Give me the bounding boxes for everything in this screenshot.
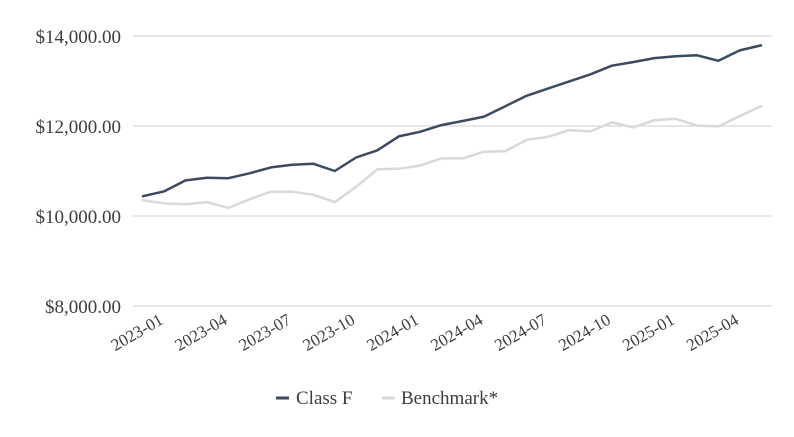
- series-lines: [141, 44, 763, 210]
- x-tick-label: 2024-01: [363, 310, 422, 355]
- y-tick-label: $10,000.00: [36, 207, 122, 228]
- legend-label-class-f: Class F: [296, 388, 353, 409]
- legend-label-benchmark: Benchmark*: [401, 388, 498, 409]
- x-axis-ticks: 2023-01 2023-04 2023-07 2023-10 2024-01 2024-…: [108, 310, 742, 355]
- y-tick-label: $8,000.00: [45, 297, 121, 318]
- x-tick-label: 2023-07: [236, 310, 295, 355]
- x-tick-label: 2025-01: [619, 310, 678, 355]
- x-tick-label: 2023-04: [172, 310, 231, 355]
- y-axis-ticks: $8,000.00 $10,000.00 $12,000.00 $14,000.00: [36, 27, 122, 318]
- gridlines: [133, 35, 772, 307]
- x-tick-label: 2024-07: [491, 310, 550, 355]
- series-line-benchmark: [141, 104, 763, 210]
- x-tick-label: 2023-10: [300, 310, 359, 355]
- x-tick-label: 2024-10: [555, 310, 614, 355]
- x-tick-label: 2025-04: [683, 310, 742, 355]
- series-line-class-f: [141, 44, 763, 198]
- y-tick-label: $14,000.00: [36, 27, 122, 48]
- y-tick-label: $12,000.00: [36, 117, 122, 138]
- x-tick-label: 2024-04: [427, 310, 486, 355]
- legend: Class F Benchmark*: [276, 388, 498, 409]
